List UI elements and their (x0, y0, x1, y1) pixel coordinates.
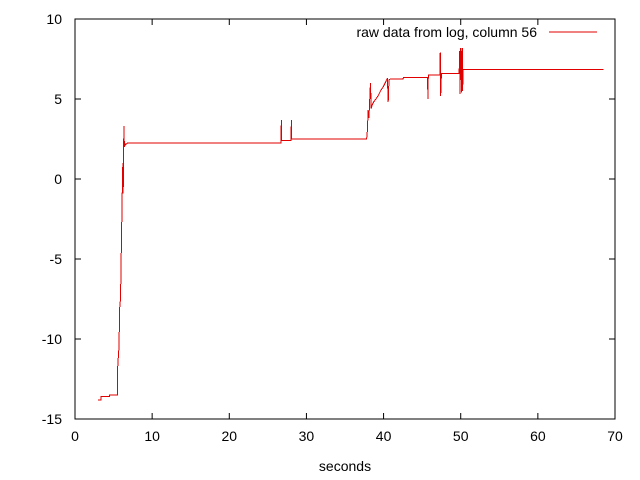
plot-frame (74, 18, 616, 420)
y-tick-label: -15 (42, 411, 62, 427)
legend: raw data from log, column 56 (356, 24, 597, 40)
y-tick-label: 10 (46, 11, 62, 27)
data-series-line (98, 47, 604, 401)
legend-label: raw data from log, column 56 (356, 24, 537, 40)
x-tick-label: 50 (453, 428, 469, 444)
x-tick-label: 40 (376, 428, 392, 444)
x-axis-label: seconds (319, 458, 371, 474)
y-tick-label: 0 (54, 171, 62, 187)
x-tick-label: 30 (299, 428, 315, 444)
axis-ticks (74, 18, 616, 420)
y-tick-label: 5 (54, 91, 62, 107)
x-tick-label: 60 (530, 428, 546, 444)
x-tick-labels: 0 10 20 30 40 50 60 70 (71, 428, 623, 444)
y-tick-label: -5 (50, 251, 63, 267)
y-tick-label: -10 (42, 331, 62, 347)
y-tick-labels: -15 -10 -5 0 5 10 (42, 11, 62, 427)
x-tick-label: 0 (71, 428, 79, 444)
x-tick-label: 70 (607, 428, 623, 444)
x-tick-label: 10 (144, 428, 160, 444)
x-tick-label: 20 (221, 428, 237, 444)
